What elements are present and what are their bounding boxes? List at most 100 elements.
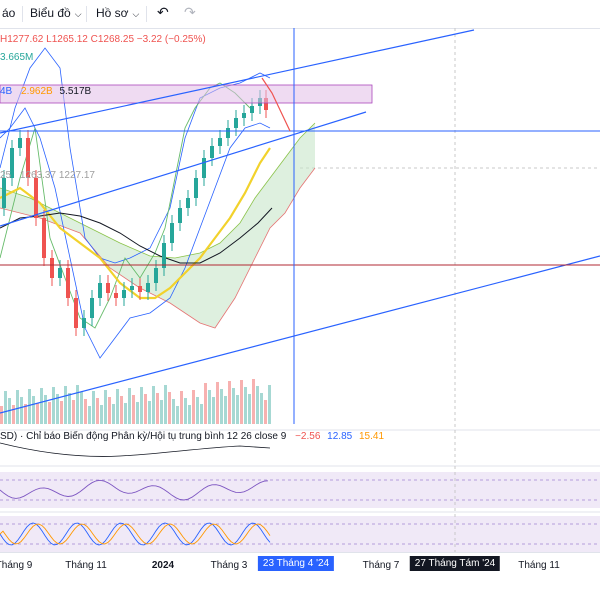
candle-body [218, 138, 222, 146]
volume-bar [244, 387, 247, 424]
pane-backgrounds [0, 28, 600, 552]
candle-body [34, 178, 38, 218]
volume-bar [52, 387, 55, 424]
candle-body [146, 283, 150, 292]
candle-body [178, 208, 182, 223]
candle-body [122, 290, 126, 298]
volume-bar [176, 406, 179, 424]
profile-label: Hồ sơ [96, 6, 129, 20]
time-axis[interactable]: Tháng 9 Tháng 11 2024 Tháng 3 23 Tháng 4… [0, 552, 600, 577]
candlestick-series [2, 90, 268, 336]
volume-bar [124, 403, 127, 424]
volume-bar [80, 392, 83, 424]
volume-bar [108, 397, 111, 424]
price-chart[interactable] [0, 28, 600, 552]
volume-bar [264, 400, 267, 424]
volume-bar [212, 397, 215, 424]
candle-body [42, 218, 46, 258]
volume-bar [64, 386, 67, 424]
volume-bar [164, 385, 167, 424]
x-tick-label: 2024 [151, 560, 175, 571]
volume-bar [184, 398, 187, 424]
macd-value2: 12.85 [327, 431, 353, 442]
volume-bar [36, 403, 39, 424]
macd-line [0, 442, 271, 457]
toolbar-left-label[interactable]: áo [2, 6, 16, 20]
candle-body [264, 98, 268, 110]
volume-bar [40, 388, 43, 424]
bollinger-upper [0, 47, 271, 264]
macd-value3: 15.41 [358, 431, 385, 442]
projection-arrow[interactable] [261, 77, 291, 132]
candle-body [194, 178, 198, 198]
profile-menu[interactable]: Hồ sơ ⌵ [96, 6, 139, 20]
chevron-down-icon: ⌵ [132, 9, 140, 19]
candle-body [130, 286, 134, 290]
volume-bar [156, 393, 159, 424]
ichimoku-cloud [0, 123, 315, 328]
volume-legend: 3.665M [0, 52, 34, 63]
volume-bar [168, 392, 171, 424]
rsi-band [0, 472, 600, 508]
candle-body [250, 106, 254, 113]
cursor-date-badge: 23 Tháng 4 '24 [257, 556, 335, 571]
volume-bar [16, 390, 19, 424]
volume-bar [28, 389, 31, 424]
channel-upper-trendline[interactable] [0, 29, 475, 134]
stoch-d-line [0, 523, 271, 545]
volume-bar [260, 393, 263, 424]
macd-value1: −2.56 [295, 431, 321, 442]
volume-bar [132, 395, 135, 424]
volume-bar [232, 388, 235, 424]
volume-bar [180, 391, 183, 424]
bollinger-lower [0, 107, 271, 359]
undo-icon[interactable]: ↶ [157, 4, 169, 20]
candle-body [82, 318, 86, 328]
ichimoku-values: 1263.37 1227.17 [19, 170, 95, 181]
volume-bar [196, 397, 199, 424]
volume-bar [68, 393, 71, 424]
candle-body [138, 286, 142, 292]
price-range-box[interactable] [0, 84, 373, 104]
volume-bar [256, 386, 259, 424]
marker-date-badge: 27 Tháng Tám '24 [409, 556, 501, 571]
candle-body [114, 293, 118, 298]
ichimoku-prefix: 25 [0, 170, 12, 181]
volume-bar [188, 405, 191, 424]
volume-bar [104, 390, 107, 424]
candle-body [242, 113, 246, 118]
candle-body [2, 178, 6, 208]
volume-bar [32, 396, 35, 424]
volume-ma-value1: 2.962B [21, 86, 53, 97]
volume-ma-value2: 5.517B [59, 86, 92, 97]
toolbar-separator [86, 6, 87, 22]
x-tick-label: Tháng 11 [65, 560, 107, 571]
candle-body [234, 118, 238, 128]
candle-body [162, 243, 166, 268]
volume-bar [172, 399, 175, 424]
chevron-down-icon: ⌵ [74, 9, 82, 19]
volume-bar [208, 390, 211, 424]
volume-bar [152, 386, 155, 424]
stoch-k-line [0, 522, 271, 546]
redo-icon[interactable]: ↷ [184, 4, 196, 20]
candle-body [66, 268, 70, 298]
volume-bar [216, 382, 219, 424]
volume-ma-legend: 4B 2.962B 5.517B [0, 86, 91, 97]
x-tick-label: Tháng 7 [362, 560, 400, 571]
sma-yellow [0, 147, 271, 300]
volume-bar [4, 391, 7, 424]
volume-bar [116, 389, 119, 424]
candle-body [106, 283, 110, 293]
long-term-trendline[interactable] [0, 255, 600, 414]
volume-bar [268, 385, 271, 424]
candle-body [26, 138, 30, 178]
volume-bar [228, 381, 231, 424]
volume-bar [84, 399, 87, 424]
macd-legend: SD) · Chỉ báo Biến động Phân kỳ/Hội tụ t… [0, 431, 384, 442]
volume-bar [120, 396, 123, 424]
candle-body [210, 146, 214, 158]
volume-histogram [0, 379, 271, 424]
volume-bar [200, 404, 203, 424]
chart-type-menu[interactable]: Biểu đồ ⌵ [30, 6, 82, 20]
